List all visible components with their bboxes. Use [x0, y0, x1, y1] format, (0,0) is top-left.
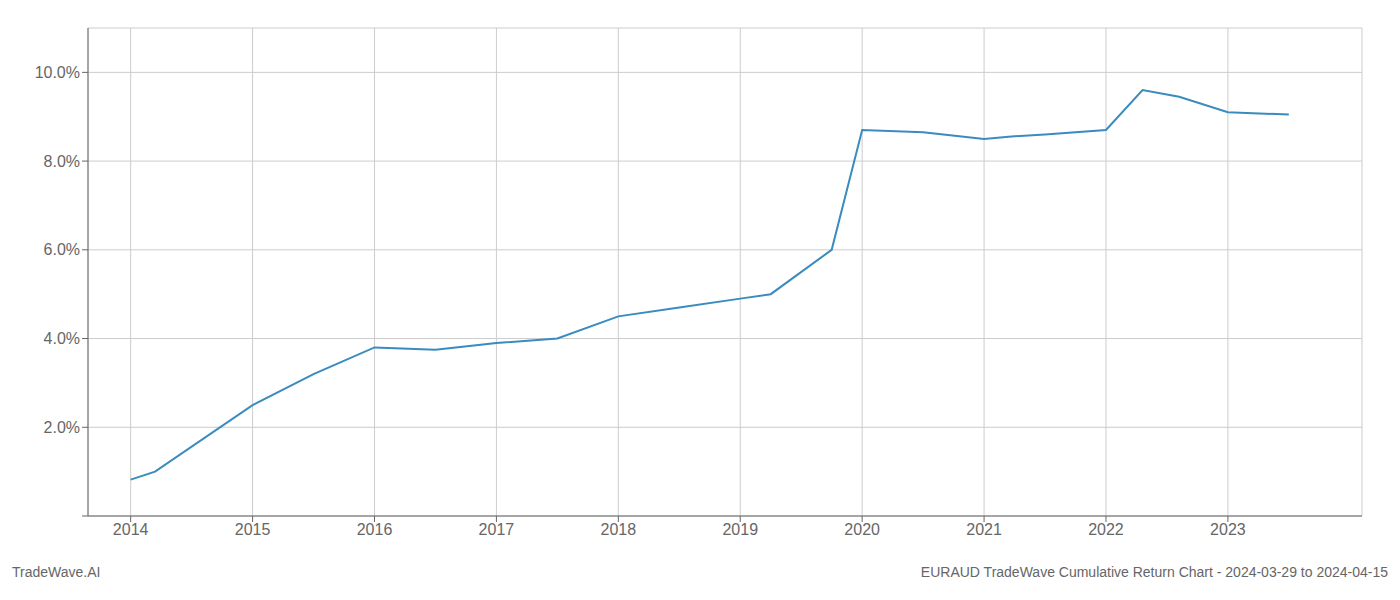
svg-text:2023: 2023: [1210, 521, 1246, 538]
svg-text:2022: 2022: [1088, 521, 1124, 538]
svg-text:2.0%: 2.0%: [44, 419, 80, 436]
html-text:EURAUD TradeWave Cumulative Re: EURAUD TradeWave Cumulative Return Chart…: [920, 564, 1388, 580]
svg-text:2021: 2021: [966, 521, 1002, 538]
svg-text:2019: 2019: [722, 521, 758, 538]
svg-text:4.0%: 4.0%: [44, 330, 80, 347]
svg-text:2014: 2014: [113, 521, 149, 538]
svg-text:8.0%: 8.0%: [44, 153, 80, 170]
svg-text:2015: 2015: [235, 521, 271, 538]
svg-text:2017: 2017: [479, 521, 515, 538]
svg-text:2020: 2020: [844, 521, 880, 538]
svg-text:10.0%: 10.0%: [35, 64, 80, 81]
svg-text:2018: 2018: [601, 521, 637, 538]
svg-text:2016: 2016: [357, 521, 393, 538]
svg-text:6.0%: 6.0%: [44, 241, 80, 258]
html-text:TradeWave.AI: TradeWave.AI: [12, 564, 101, 580]
